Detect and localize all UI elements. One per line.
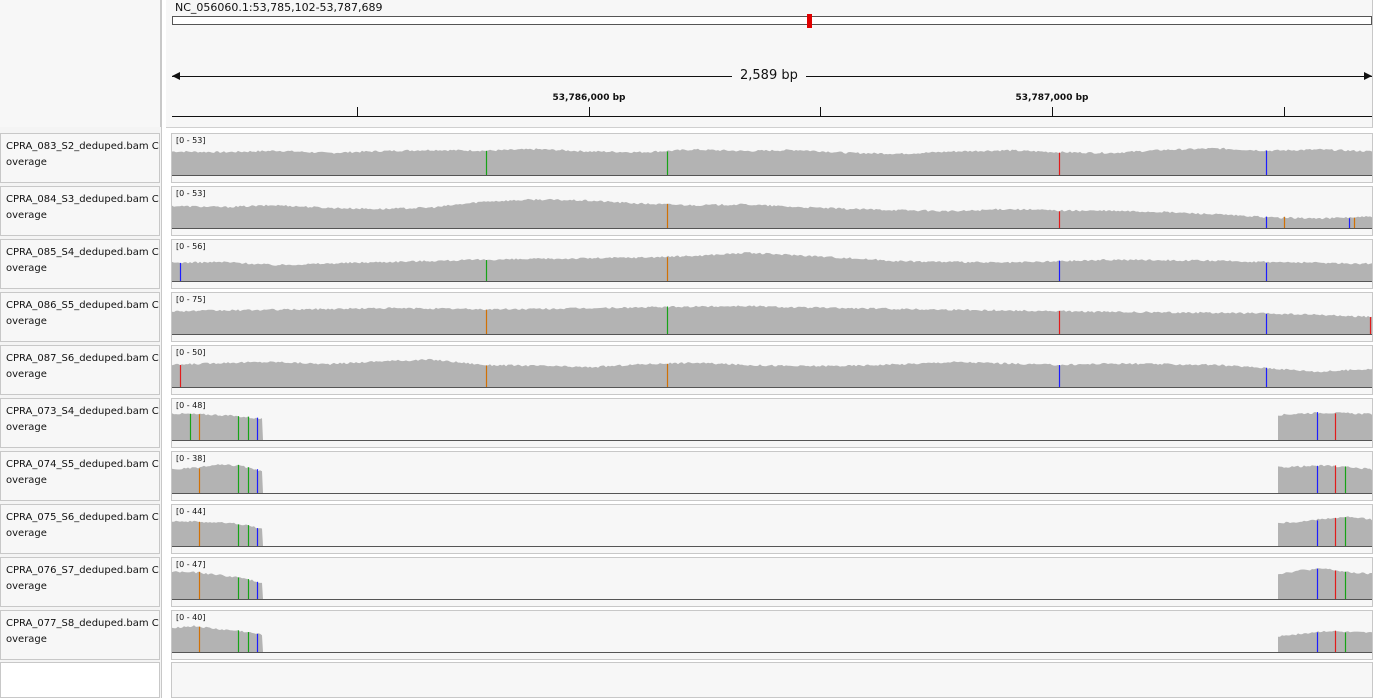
track-name-box[interactable]: CPRA_076_S7_deduped.bam Coverage bbox=[0, 557, 160, 607]
track-name: CPRA_074_S5_deduped.bam Coverage bbox=[6, 459, 159, 486]
track-name-box[interactable]: CPRA_085_S4_deduped.bam Coverage bbox=[0, 239, 160, 289]
track-name-box[interactable]: CPRA_075_S6_deduped.bam Coverage bbox=[0, 504, 160, 554]
coverage-area bbox=[1278, 464, 1372, 493]
coverage-plot bbox=[172, 464, 1372, 494]
data-range-label: [0 - 75] bbox=[176, 295, 206, 304]
data-range-label: [0 - 40] bbox=[176, 613, 206, 622]
ruler-tick bbox=[589, 107, 590, 116]
track-name-box[interactable]: CPRA_073_S4_deduped.bam Coverage bbox=[0, 398, 160, 448]
coverage-track[interactable]: [0 - 40] bbox=[171, 610, 1373, 660]
track-name-box[interactable]: CPRA_086_S5_deduped.bam Coverage bbox=[0, 292, 160, 342]
coverage-area bbox=[172, 625, 263, 652]
empty-track-area[interactable] bbox=[171, 662, 1373, 698]
track-name: CPRA_087_S6_deduped.bam Coverage bbox=[6, 353, 159, 380]
coverage-plot bbox=[172, 412, 1372, 441]
coverage-area bbox=[1278, 516, 1372, 546]
coverage-area bbox=[1278, 568, 1372, 599]
data-range-label: [0 - 44] bbox=[176, 507, 206, 516]
coverage-track[interactable]: [0 - 75] bbox=[171, 292, 1373, 342]
coverage-plot bbox=[172, 198, 1372, 229]
track-name-box[interactable]: CPRA_074_S5_deduped.bam Coverage bbox=[0, 451, 160, 501]
data-range-label: [0 - 53] bbox=[176, 189, 206, 198]
coverage-area bbox=[172, 571, 263, 599]
coverage-plot bbox=[172, 625, 1372, 653]
coverage-plot bbox=[172, 147, 1372, 176]
coverage-area bbox=[1278, 412, 1372, 440]
ruler-tick-label: 53,786,000 bp bbox=[552, 93, 626, 103]
track-name: CPRA_073_S4_deduped.bam Coverage bbox=[6, 406, 159, 433]
header-name-panel bbox=[0, 0, 161, 127]
coverage-plot bbox=[172, 252, 1372, 282]
track-name: CPRA_086_S5_deduped.bam Coverage bbox=[6, 300, 159, 327]
coverage-area bbox=[172, 198, 1372, 228]
coverage-area bbox=[172, 520, 263, 546]
data-range-label: [0 - 38] bbox=[176, 454, 206, 463]
track-name: CPRA_085_S4_deduped.bam Coverage bbox=[6, 247, 159, 274]
locus-label: NC_056060.1:53,785,102-53,787,689 bbox=[175, 1, 383, 14]
data-range-label: [0 - 56] bbox=[176, 242, 206, 251]
data-range-label: [0 - 48] bbox=[176, 401, 206, 410]
ruler-tick bbox=[1284, 107, 1285, 116]
empty-name-panel bbox=[0, 662, 160, 698]
track-name: CPRA_075_S6_deduped.bam Coverage bbox=[6, 512, 159, 539]
track-name: CPRA_077_S8_deduped.bam Coverage bbox=[6, 618, 159, 645]
track-name-box[interactable]: CPRA_084_S3_deduped.bam Coverage bbox=[0, 186, 160, 236]
coverage-track[interactable]: [0 - 38] bbox=[171, 451, 1373, 501]
coverage-area bbox=[172, 147, 1372, 175]
coverage-track[interactable]: [0 - 50] bbox=[171, 345, 1373, 395]
track-name-box[interactable]: CPRA_077_S8_deduped.bam Coverage bbox=[0, 610, 160, 660]
track-name-box[interactable]: CPRA_083_S2_deduped.bam Coverage bbox=[0, 133, 160, 183]
coverage-track[interactable]: [0 - 47] bbox=[171, 557, 1373, 607]
coverage-area bbox=[172, 412, 263, 440]
coverage-area bbox=[172, 464, 263, 493]
coverage-track[interactable]: [0 - 56] bbox=[171, 239, 1373, 289]
ruler-tick-label: 53,787,000 bp bbox=[1015, 93, 1089, 103]
track-name: CPRA_083_S2_deduped.bam Coverage bbox=[6, 141, 159, 168]
ruler-tick bbox=[820, 107, 821, 116]
track-name: CPRA_084_S3_deduped.bam Coverage bbox=[6, 194, 159, 221]
coverage-track[interactable]: [0 - 53] bbox=[171, 133, 1373, 183]
panel-divider[interactable] bbox=[161, 0, 165, 698]
coverage-area bbox=[172, 252, 1372, 281]
ruler-tick bbox=[357, 107, 358, 116]
ruler-tick bbox=[1052, 107, 1053, 116]
coverage-area bbox=[172, 305, 1372, 334]
current-region-marker bbox=[807, 14, 812, 28]
track-name-box[interactable]: CPRA_087_S6_deduped.bam Coverage bbox=[0, 345, 160, 395]
span-arrow-right-icon bbox=[1364, 72, 1372, 80]
coverage-track[interactable]: [0 - 48] bbox=[171, 398, 1373, 448]
coverage-area bbox=[172, 358, 1372, 387]
track-name: CPRA_076_S7_deduped.bam Coverage bbox=[6, 565, 159, 592]
coverage-plot bbox=[172, 516, 1372, 547]
ruler-axis bbox=[172, 116, 1372, 117]
span-label: 2,589 bp bbox=[732, 68, 806, 83]
coverage-track[interactable]: [0 - 44] bbox=[171, 504, 1373, 554]
data-range-label: [0 - 47] bbox=[176, 560, 206, 569]
data-range-label: [0 - 50] bbox=[176, 348, 206, 357]
coverage-plot bbox=[172, 568, 1372, 600]
span-arrow-left-icon bbox=[172, 72, 180, 80]
coverage-area bbox=[1278, 630, 1372, 652]
data-range-label: [0 - 53] bbox=[176, 136, 206, 145]
coverage-plot bbox=[172, 358, 1372, 388]
coverage-track[interactable]: [0 - 53] bbox=[171, 186, 1373, 236]
chromosome-ideogram[interactable] bbox=[172, 16, 1372, 25]
coverage-plot bbox=[172, 305, 1372, 335]
